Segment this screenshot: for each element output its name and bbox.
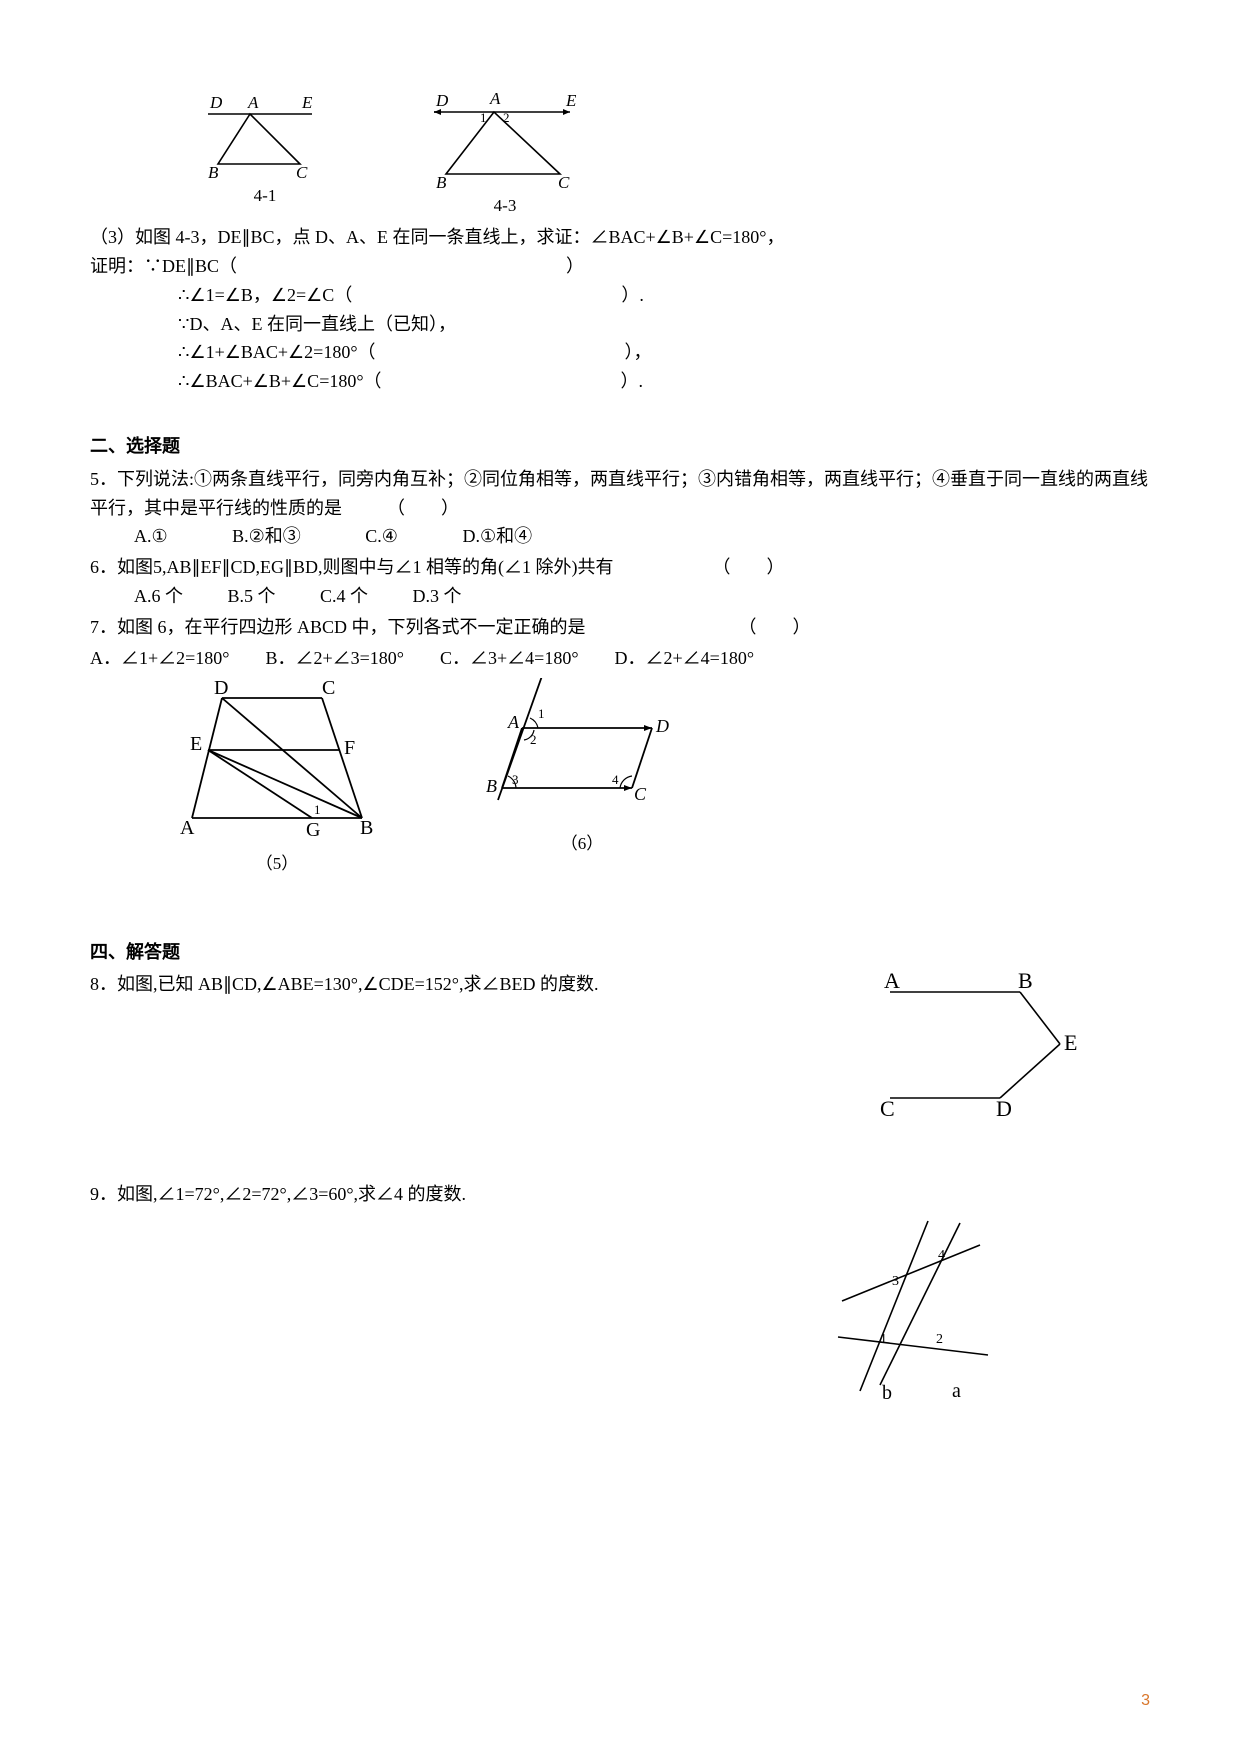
q3-l1b: ） xyxy=(566,256,584,276)
lbl-E: E xyxy=(301,93,313,112)
lbl-C2: C xyxy=(558,173,570,190)
lbl-B: B xyxy=(208,163,219,180)
q3-l2a: ∴∠1=∠B，∠2=∠C（ xyxy=(178,285,352,305)
q3-intro: （3）如图 4-3，DE∥BC，点 D、A、E 在同一条直线上，求证：∠BAC+… xyxy=(90,223,1150,252)
page-number: 3 xyxy=(1141,1688,1150,1714)
q8-text: 8．如图,已知 AB∥CD,∠ABE=130°,∠CDE=152°,求∠BED … xyxy=(90,970,598,999)
lbl-D: D xyxy=(209,93,223,112)
lbl-ang2: 2 xyxy=(503,110,510,125)
q8-C: C xyxy=(880,1096,895,1120)
lbl-B2: B xyxy=(436,173,447,190)
section-2-heading: 二、选择题 xyxy=(90,432,1150,461)
q7-text: 7．如图 6，在平行四边形 ABCD 中，下列各式不一定正确的是 （ ） xyxy=(90,613,1150,642)
q6-D: D.3 个 xyxy=(413,582,462,611)
f6-1: 1 xyxy=(538,706,545,721)
q5-D: D.①和④ xyxy=(462,522,532,551)
f6-4: 4 xyxy=(612,772,619,787)
caption-4-3: 4-3 xyxy=(420,192,590,219)
q6-B: B.5 个 xyxy=(228,582,276,611)
q3-l4b: ）， xyxy=(625,342,652,362)
figure-q8: A B E C D xyxy=(870,970,1150,1120)
q9-2: 2 xyxy=(936,1332,943,1347)
figures-top-row: D A E B C 4-1 D A xyxy=(90,90,1150,219)
caption-4-1: 4-1 xyxy=(190,182,340,209)
figure-q9: 1 2 3 4 a b xyxy=(90,1215,1150,1405)
lbl-D2: D xyxy=(435,91,449,110)
f6-A: A xyxy=(507,712,520,732)
q6-text: 6．如图5,AB∥EF∥CD,EG∥BD,则图中与∠1 相等的角(∠1 除外)共… xyxy=(90,553,1150,582)
q9-4: 4 xyxy=(938,1248,945,1263)
q8-B: B xyxy=(1018,970,1033,993)
q3-l5a: ∴∠BAC+∠B+∠C=180°（ xyxy=(178,371,382,391)
q8-D: D xyxy=(996,1096,1012,1120)
q7-opts: A．∠1+∠2=180° B．∠2+∠3=180° C．∠3+∠4=180° D… xyxy=(90,644,1150,673)
q3-l2b: ）. xyxy=(621,285,644,305)
page-root: D A E B C 4-1 D A xyxy=(0,0,1240,1754)
q9-text: 9．如图,∠1=72°,∠2=72°,∠3=60°,求∠4 的度数. xyxy=(90,1180,1150,1209)
q5-opts: A.① B.②和③ C.④ D.①和④ xyxy=(90,522,1150,551)
q9-b: b xyxy=(882,1382,892,1404)
caption-5: （5） xyxy=(162,850,392,877)
f5-D: D xyxy=(214,678,228,699)
q5-B: B.②和③ xyxy=(232,522,301,551)
f6-D: D xyxy=(655,716,669,736)
figures-mid-row: D C E F A G B 1 （5） xyxy=(90,678,1150,877)
f5-C: C xyxy=(322,678,335,699)
q3-l1a: 证明：∵DE∥BC（ xyxy=(90,256,237,276)
lbl-C: C xyxy=(296,163,308,180)
lbl-ang1: 1 xyxy=(480,110,487,125)
section-4-heading: 四、解答题 xyxy=(90,938,1150,967)
q6-C: C.4 个 xyxy=(320,582,368,611)
f5-B: B xyxy=(360,817,373,839)
figure-4-1: D A E B C 4-1 xyxy=(190,90,340,219)
figure-4-3: D A E B C 1 2 4-3 xyxy=(420,90,590,219)
svg-fig-q9: 1 2 3 4 a b xyxy=(820,1215,1010,1405)
caption-6: （6） xyxy=(472,830,692,857)
q5-C: C.④ xyxy=(365,522,398,551)
f6-B: B xyxy=(486,776,497,796)
lbl-A: A xyxy=(247,93,259,112)
f5-1: 1 xyxy=(314,802,321,817)
f6-C: C xyxy=(634,784,647,804)
q3-block: （3）如图 4-3，DE∥BC，点 D、A、E 在同一条直线上，求证：∠BAC+… xyxy=(90,223,1150,396)
q5-text: 5．下列说法:①两条直线平行，同旁内角互补；②同位角相等，两直线平行；③内错角相… xyxy=(90,465,1150,523)
figure-6: A D B C 1 2 3 4 （6） xyxy=(472,678,692,877)
f5-G: G xyxy=(306,819,320,841)
f6-3: 3 xyxy=(512,772,519,787)
f6-2: 2 xyxy=(530,732,537,747)
svg-fig-q8: A B E C D xyxy=(870,970,1080,1120)
q3-l5b: ）. xyxy=(621,371,644,391)
f5-A: A xyxy=(180,817,195,839)
f5-F: F xyxy=(344,737,355,759)
q5-A: A.① xyxy=(134,522,168,551)
q8-row: 8．如图,已知 AB∥CD,∠ABE=130°,∠CDE=152°,求∠BED … xyxy=(90,970,1150,1120)
q9-a: a xyxy=(952,1380,961,1402)
f5-E: E xyxy=(190,733,202,755)
q3-l4a: ∴∠1+∠BAC+∠2=180°（ xyxy=(178,342,376,362)
q8-E: E xyxy=(1064,1030,1077,1055)
q6-opts: A.6 个 B.5 个 C.4 个 D.3 个 xyxy=(90,582,1150,611)
figure-5: D C E F A G B 1 （5） xyxy=(162,678,392,877)
q3-l3: ∵D、A、E 在同一直线上（已知）， xyxy=(90,310,1150,339)
q9-1: 1 xyxy=(880,1332,887,1347)
lbl-E2: E xyxy=(565,91,577,110)
svg-fig-4-1: D A E B C xyxy=(190,90,340,180)
q6-A: A.6 个 xyxy=(134,582,183,611)
lbl-A2: A xyxy=(489,90,501,108)
q9-3: 3 xyxy=(892,1274,899,1289)
q8-A: A xyxy=(884,970,900,993)
svg-fig-4-3: D A E B C 1 2 xyxy=(420,90,590,190)
